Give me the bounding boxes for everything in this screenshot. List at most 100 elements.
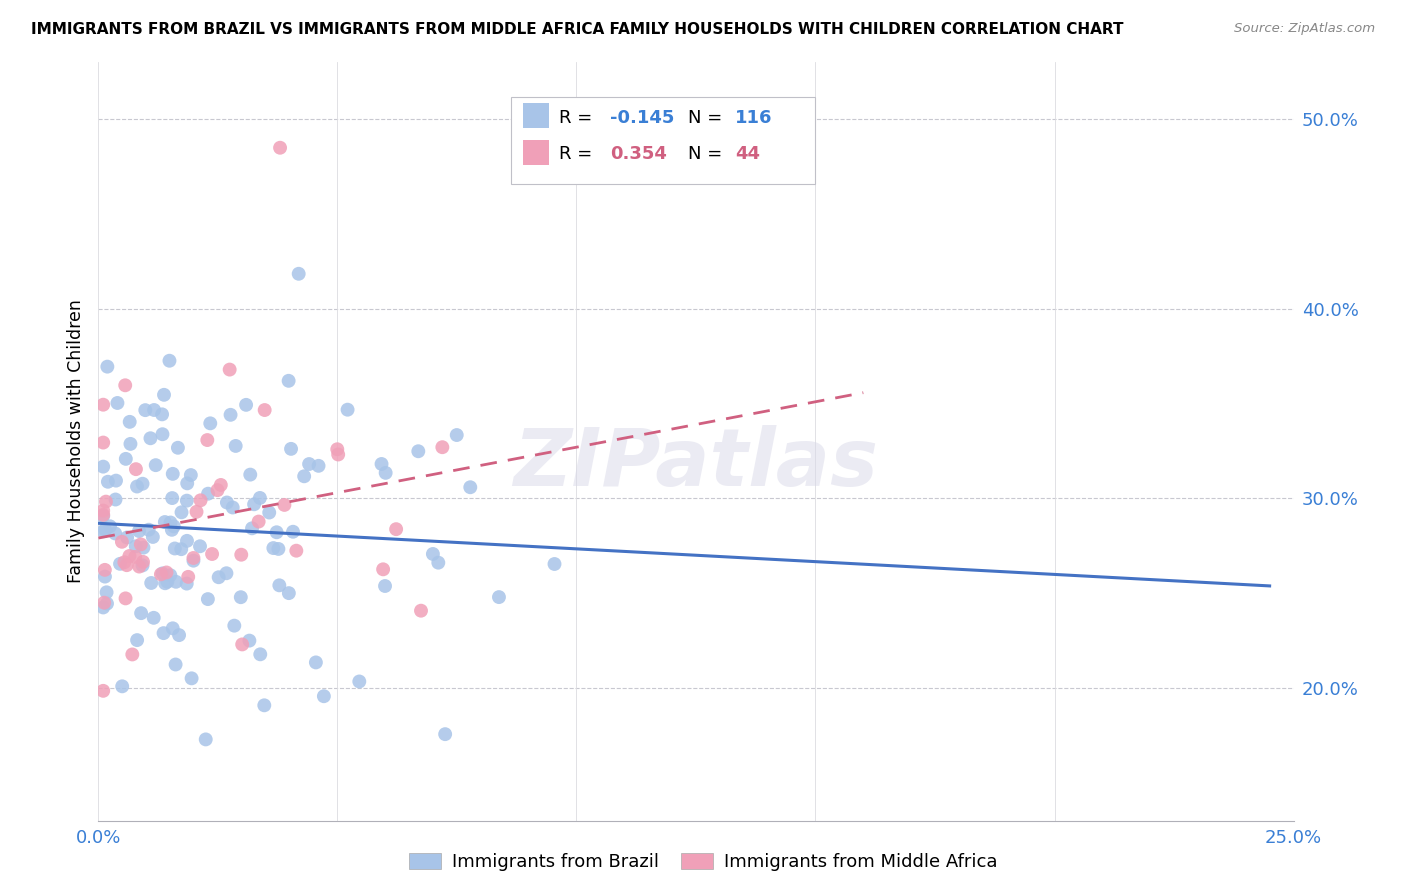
Point bbox=[219, 408, 242, 422]
Point bbox=[231, 637, 253, 651]
Point bbox=[269, 141, 291, 155]
Point bbox=[114, 591, 136, 606]
Text: Source: ZipAtlas.com: Source: ZipAtlas.com bbox=[1234, 22, 1375, 36]
Point bbox=[128, 559, 150, 574]
Point bbox=[308, 458, 330, 473]
Point bbox=[162, 621, 184, 635]
Point bbox=[488, 590, 510, 604]
Point bbox=[112, 555, 135, 569]
Point bbox=[111, 534, 134, 549]
Point bbox=[434, 727, 457, 741]
Point bbox=[118, 415, 141, 429]
Bar bbox=[523, 140, 548, 165]
Point bbox=[336, 402, 359, 417]
Point bbox=[180, 671, 202, 685]
Point bbox=[91, 459, 114, 474]
Point bbox=[152, 626, 174, 640]
Point bbox=[93, 596, 115, 610]
Point bbox=[374, 466, 396, 480]
Point bbox=[543, 557, 565, 571]
Point bbox=[115, 531, 138, 545]
Point bbox=[131, 558, 153, 573]
Point bbox=[98, 519, 121, 533]
Point bbox=[225, 439, 247, 453]
Point bbox=[134, 403, 156, 417]
Point bbox=[170, 542, 193, 557]
Point bbox=[159, 568, 181, 582]
Point bbox=[253, 403, 276, 417]
Point bbox=[125, 539, 148, 553]
Point bbox=[257, 506, 280, 520]
Point bbox=[165, 574, 187, 589]
Point bbox=[167, 628, 190, 642]
Point bbox=[277, 374, 299, 388]
Point bbox=[292, 469, 315, 483]
Point bbox=[93, 524, 115, 539]
Text: -0.145: -0.145 bbox=[610, 109, 675, 127]
FancyBboxPatch shape bbox=[510, 96, 815, 184]
Y-axis label: Family Households with Children: Family Households with Children bbox=[66, 300, 84, 583]
Point bbox=[209, 478, 232, 492]
Point bbox=[183, 554, 205, 568]
Point bbox=[91, 508, 114, 523]
Text: N =: N = bbox=[688, 109, 727, 127]
Text: IMMIGRANTS FROM BRAZIL VS IMMIGRANTS FROM MIDDLE AFRICA FAMILY HOUSEHOLDS WITH C: IMMIGRANTS FROM BRAZIL VS IMMIGRANTS FRO… bbox=[31, 22, 1123, 37]
Point bbox=[188, 539, 211, 553]
Point bbox=[156, 574, 179, 589]
Point bbox=[218, 362, 240, 376]
Point bbox=[231, 548, 253, 562]
Point bbox=[409, 604, 432, 618]
Point bbox=[159, 353, 181, 368]
Point bbox=[125, 462, 148, 476]
Text: 116: 116 bbox=[735, 109, 773, 127]
Point bbox=[235, 398, 257, 412]
Point bbox=[145, 458, 167, 472]
Point bbox=[94, 523, 117, 537]
Point bbox=[91, 508, 114, 522]
Point bbox=[131, 476, 153, 491]
Point bbox=[262, 541, 284, 555]
Point bbox=[328, 448, 350, 462]
Point bbox=[124, 549, 146, 564]
Point bbox=[91, 683, 114, 698]
Point bbox=[229, 591, 252, 605]
Point bbox=[326, 442, 349, 457]
Point bbox=[190, 493, 212, 508]
Point bbox=[129, 606, 152, 620]
Point bbox=[247, 515, 270, 529]
Point bbox=[249, 491, 271, 505]
Point bbox=[285, 543, 308, 558]
Point bbox=[118, 549, 141, 563]
Point bbox=[91, 600, 114, 615]
Point bbox=[142, 530, 165, 544]
Point bbox=[96, 359, 118, 374]
Point bbox=[197, 592, 219, 607]
Point bbox=[96, 597, 118, 611]
Point bbox=[167, 441, 190, 455]
Point bbox=[91, 398, 114, 412]
Point bbox=[239, 467, 262, 482]
Point bbox=[298, 457, 321, 471]
Point bbox=[201, 547, 224, 561]
Point bbox=[108, 557, 131, 571]
Point bbox=[153, 515, 176, 529]
Point bbox=[207, 483, 229, 498]
Point bbox=[121, 648, 143, 662]
Point bbox=[267, 541, 290, 556]
Point bbox=[115, 558, 138, 573]
Point bbox=[253, 698, 276, 713]
Text: 0.354: 0.354 bbox=[610, 145, 666, 163]
Point bbox=[176, 476, 198, 491]
Point bbox=[422, 547, 444, 561]
Point bbox=[215, 566, 238, 581]
Point bbox=[458, 480, 481, 494]
Point bbox=[273, 498, 295, 512]
Text: R =: R = bbox=[558, 145, 598, 163]
Point bbox=[281, 524, 304, 539]
Point bbox=[374, 579, 396, 593]
Point bbox=[128, 524, 150, 538]
Point bbox=[176, 576, 198, 591]
Legend: Immigrants from Brazil, Immigrants from Middle Africa: Immigrants from Brazil, Immigrants from … bbox=[401, 846, 1005, 879]
Point bbox=[349, 674, 371, 689]
Point bbox=[107, 396, 129, 410]
